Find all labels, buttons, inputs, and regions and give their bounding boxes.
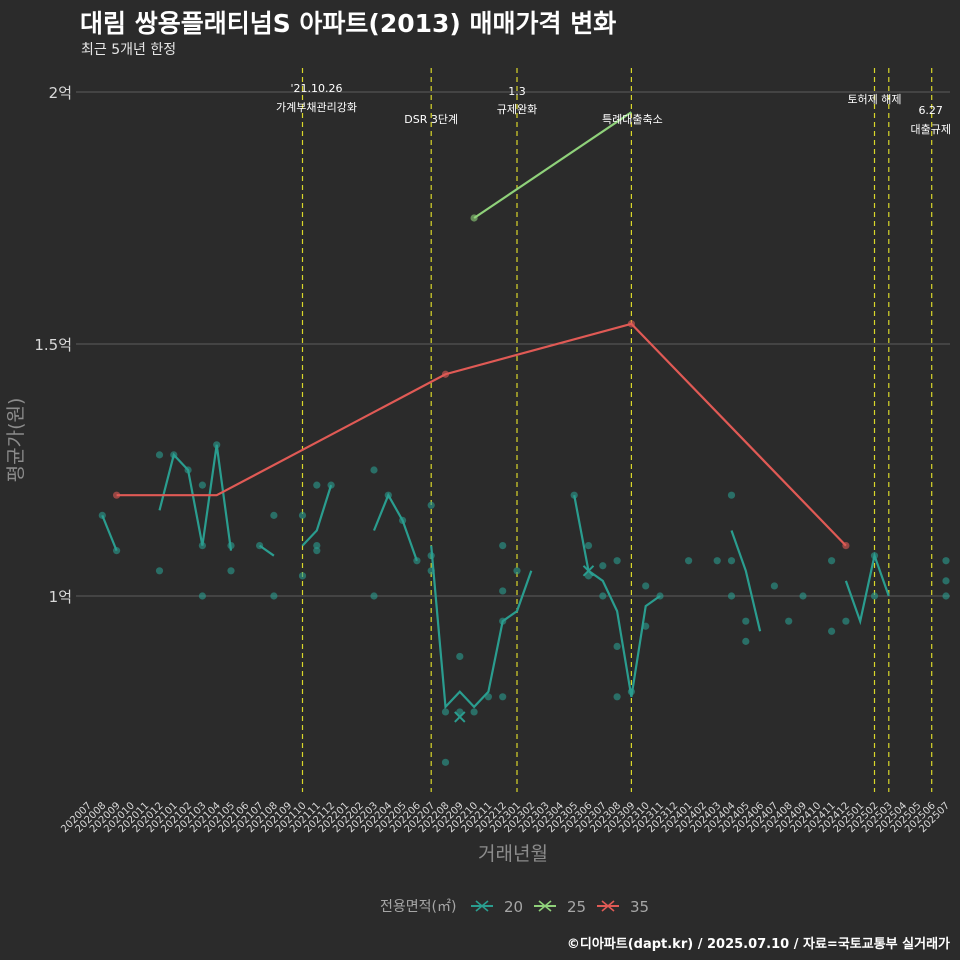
data-point-20	[770, 582, 779, 590]
source-caption: ©디아파트(dapt.kr) / 2025.07.10 / 자료=국토교통부 실…	[566, 937, 950, 952]
legend-marker-35	[601, 900, 615, 912]
chart-title: 대림 쌍용플래티넘S 아파트(2013) 매매가격 변화	[80, 9, 617, 38]
legend-label-35: 35	[630, 898, 649, 916]
event-label: 규제완화	[497, 103, 537, 116]
series-line-20	[101, 514, 118, 552]
event-label: 6.27	[918, 104, 943, 117]
data-point-20	[456, 708, 464, 716]
data-point-20	[313, 481, 321, 489]
data-point-20	[499, 542, 507, 550]
data-point-20	[799, 592, 807, 600]
data-point-20	[499, 587, 507, 595]
data-point-20	[642, 582, 650, 590]
data-point-20	[155, 567, 164, 575]
data-point-20	[942, 577, 950, 585]
data-point-20	[155, 451, 164, 459]
data-point-20	[713, 557, 721, 565]
event-lines	[301, 68, 933, 792]
data-point-20	[298, 511, 307, 519]
event-label: 토허제 해제	[847, 92, 901, 106]
data-point-20	[685, 557, 693, 565]
data-point-20	[613, 693, 621, 701]
event-label: '21.10.26	[290, 82, 342, 95]
data-point-20	[613, 557, 621, 565]
data-point-20	[942, 557, 950, 565]
y-axis-ticks: 1억 1.5억 2억	[34, 84, 72, 606]
data-point-20	[613, 642, 621, 651]
data-point-20	[742, 637, 750, 645]
legend-marker-20	[475, 900, 489, 912]
event-label: 1.3	[508, 85, 526, 98]
series-line-20	[730, 530, 762, 632]
data-point-20	[599, 592, 607, 600]
legend-title: 전용면적(㎡)	[380, 899, 456, 915]
y-axis-title: 평균가(원)	[5, 398, 27, 483]
legend: 전용면적(㎡) 20 25 35	[380, 898, 649, 916]
series-lines	[101, 111, 890, 723]
data-point-20	[828, 557, 836, 565]
data-point-20	[742, 617, 750, 625]
legend-marker-25	[538, 900, 552, 912]
series-line-20	[844, 551, 890, 626]
series-line-20	[430, 545, 533, 710]
data-point-20	[298, 572, 307, 580]
event-label: DSR 3단계	[404, 113, 458, 126]
data-point-20	[441, 708, 450, 716]
event-label: 가계부채관리강화	[276, 101, 357, 114]
data-point-20	[441, 758, 450, 766]
cross-marker-20	[582, 565, 595, 577]
data-point-20	[785, 617, 793, 625]
data-point-20	[942, 592, 950, 600]
data-point-20	[828, 627, 836, 635]
data-point-20	[198, 592, 206, 600]
y-tick-label: 1억	[49, 588, 72, 606]
cross-marker-20	[454, 711, 466, 723]
legend-label-20: 20	[504, 898, 523, 916]
data-point-20	[456, 652, 464, 661]
y-gridlines	[76, 91, 950, 597]
x-axis-title: 거래년월	[478, 843, 548, 865]
data-point-20	[313, 547, 321, 555]
event-label: 대출규제	[910, 123, 950, 136]
data-point-20	[270, 592, 278, 600]
event-label: 특례대출축소	[602, 113, 663, 126]
y-tick-label: 2억	[49, 84, 72, 102]
data-point-20	[584, 542, 593, 550]
series-line-20	[301, 484, 333, 547]
series-line-25	[473, 111, 633, 219]
data-point-20	[198, 481, 206, 489]
series-line-20	[258, 544, 275, 557]
data-point-20	[842, 617, 850, 625]
data-point-20	[584, 572, 593, 580]
data-point-20	[513, 567, 521, 575]
legend-label-25: 25	[567, 898, 586, 916]
data-point-20	[727, 592, 736, 600]
series-line-20	[158, 444, 233, 551]
series-line-35	[116, 322, 847, 547]
data-point-20	[313, 542, 321, 550]
chart-subtitle: 최근 5개년 한정	[81, 42, 177, 58]
y-tick-label: 1.5억	[34, 336, 72, 354]
x-axis-ticks: 2020072020082020092020102020112020122021…	[59, 800, 952, 835]
series-line-20	[372, 492, 418, 562]
data-point-20	[499, 693, 507, 701]
data-point-20	[727, 491, 736, 499]
data-point-20	[370, 592, 378, 600]
data-point-20	[370, 466, 378, 474]
data-point-20	[270, 511, 278, 519]
data-point-20	[870, 592, 879, 600]
data-point-20	[599, 562, 607, 570]
data-point-20	[227, 567, 235, 575]
data-point-20	[427, 501, 435, 509]
data-point-20	[727, 557, 736, 565]
data-point-20	[470, 708, 478, 716]
